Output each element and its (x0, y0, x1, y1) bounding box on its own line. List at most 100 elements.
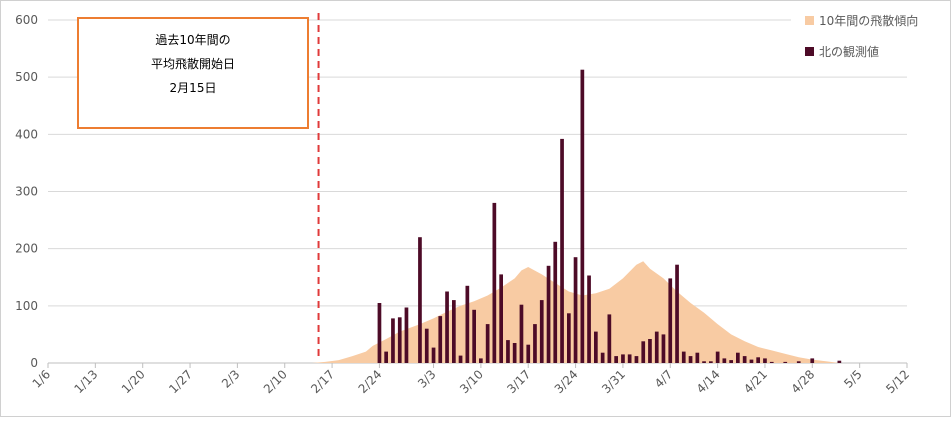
annotation-frame (77, 17, 309, 129)
observed-bar (614, 356, 618, 363)
x-tick-label: 2/24 (356, 367, 385, 396)
observed-bar (519, 304, 524, 363)
legend-label-trend: 10年間の飛散傾向 (819, 13, 918, 28)
x-tick-label: 4/28 (788, 367, 817, 396)
observed-bar (709, 361, 713, 363)
observed-bar (438, 316, 443, 363)
observed-bar (499, 274, 503, 363)
observed-bar (377, 303, 382, 363)
observed-bar (546, 265, 551, 363)
observed-bar (560, 138, 564, 363)
y-tick-label: 200 (15, 242, 38, 256)
observed-bar (715, 351, 720, 363)
legend-swatch-observed (805, 47, 814, 56)
observed-bar (837, 360, 842, 363)
observed-bar (810, 358, 815, 363)
x-tick-label: 3/10 (457, 367, 486, 396)
observed-bar (567, 313, 571, 363)
annotation-line-3: 2月15日 (170, 81, 217, 95)
observed-bar (763, 358, 767, 363)
observed-bar (533, 324, 537, 363)
observed-bar (607, 314, 612, 363)
observed-bar (465, 285, 470, 363)
observed-bar (404, 307, 409, 363)
y-tick-label: 400 (15, 127, 38, 141)
observed-bar (479, 358, 483, 363)
observed-bar (641, 341, 646, 363)
observed-bar (668, 278, 673, 363)
observed-bar (384, 351, 388, 363)
y-tick-label: 100 (15, 299, 38, 313)
observed-bar (418, 237, 422, 363)
x-tick-label: 1/27 (166, 367, 195, 396)
x-tick-label: 4/14 (694, 367, 723, 396)
observed-bar (492, 202, 497, 363)
observed-bar (675, 264, 679, 363)
observed-bar (472, 309, 476, 363)
observed-bar (485, 324, 490, 363)
observed-bar (654, 331, 659, 363)
observed-bar (796, 361, 801, 363)
legend-background (791, 6, 945, 66)
y-tick-label: 0 (30, 356, 38, 370)
observed-bar (458, 355, 463, 363)
observed-bar (634, 356, 639, 363)
observed-bar (729, 360, 733, 363)
observed-bar (756, 357, 760, 363)
x-tick-label: 5/5 (841, 367, 865, 391)
observed-bar (742, 356, 747, 363)
x-tick-label: 3/3 (415, 367, 439, 391)
observed-bar (445, 291, 449, 363)
observed-bar (594, 331, 598, 363)
observed-bar (526, 344, 531, 363)
bar-layer (377, 69, 842, 363)
observed-bar (722, 358, 727, 363)
observed-bar (424, 328, 429, 363)
observed-bar (431, 347, 436, 363)
observed-bar (580, 69, 585, 363)
observed-bar (621, 354, 625, 363)
observed-bar (661, 334, 666, 363)
y-tick-label: 600 (15, 13, 38, 27)
observed-bar (749, 359, 754, 363)
x-tick-label: 1/6 (30, 367, 54, 391)
x-tick-label: 4/21 (741, 367, 770, 396)
observed-bar (627, 354, 632, 363)
observed-bar (681, 351, 686, 363)
observed-bar (702, 361, 706, 363)
observed-bar (512, 343, 517, 363)
x-tick-label: 3/17 (504, 367, 533, 396)
annotation-line-2: 平均飛散開始日 (151, 56, 235, 71)
x-tick-label: 2/17 (308, 367, 337, 396)
x-tick-label: 1/20 (119, 367, 148, 396)
observed-bar (391, 318, 395, 363)
observed-bar (600, 352, 605, 363)
observed-bar (397, 317, 402, 363)
observed-bar (783, 361, 788, 363)
y-tick-label: 500 (15, 70, 38, 84)
observed-bar (553, 241, 558, 363)
legend: 10年間の飛散傾向 北の観測値 (791, 6, 945, 66)
x-tick-label: 3/24 (552, 367, 581, 396)
y-tick-label: 300 (15, 185, 38, 199)
x-tick-label: 1/13 (72, 367, 101, 396)
x-tick-label: 4/7 (652, 367, 676, 391)
legend-label-observed: 北の観測値 (819, 44, 879, 59)
x-tick-label: 3/31 (599, 367, 628, 396)
x-tick-label: 5/12 (883, 367, 912, 396)
observed-bar (688, 356, 693, 363)
legend-swatch-trend (805, 16, 814, 25)
observed-bar (769, 361, 774, 363)
observed-bar (506, 340, 510, 363)
observed-bar (695, 352, 700, 363)
observed-bar (736, 352, 740, 363)
observed-bar (452, 300, 456, 363)
x-tick-label: 2/3 (219, 367, 243, 391)
observed-bar (587, 275, 591, 363)
observed-bar (648, 339, 652, 363)
x-tick-label: 2/10 (261, 367, 290, 396)
observed-bar (573, 257, 578, 363)
annotation-box: 過去10年間の 平均飛散開始日 2月15日 (77, 17, 309, 129)
